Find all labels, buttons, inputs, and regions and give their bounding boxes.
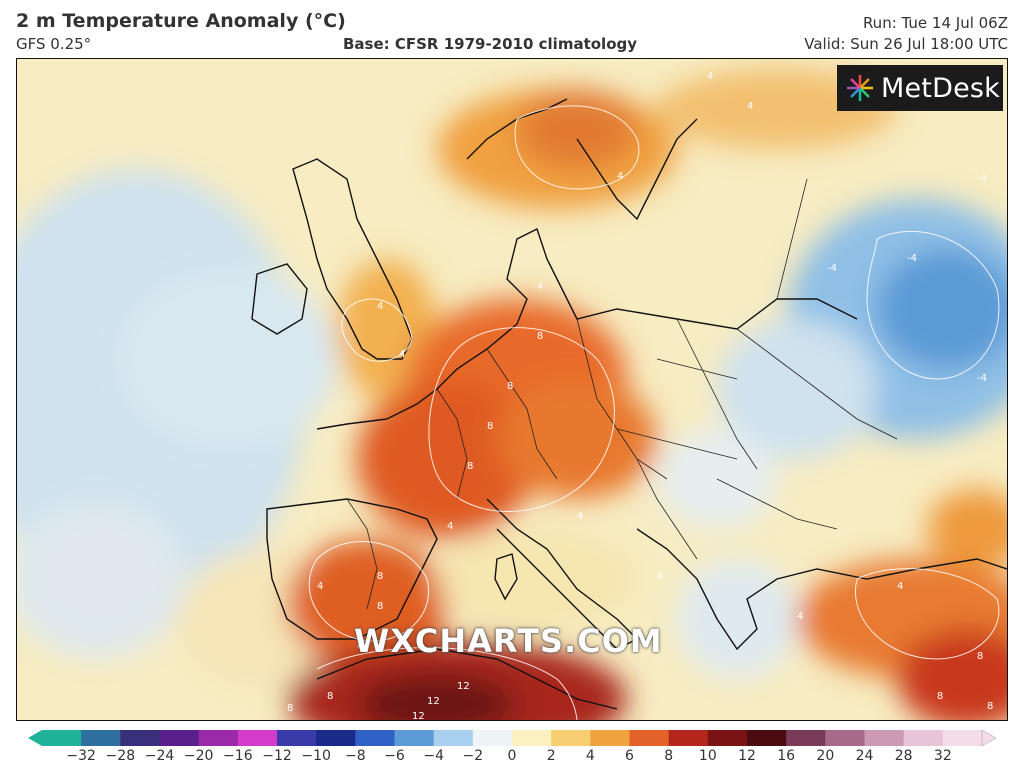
contour-label: 4 — [897, 581, 903, 592]
colorbar-tick-label: 10 — [698, 748, 717, 764]
colorbar — [28, 729, 996, 747]
colorbar-segment — [433, 730, 474, 746]
contour-label: 4 — [357, 641, 363, 652]
contour-label: 12 — [457, 681, 470, 692]
colorbar-tick-label: 4 — [585, 748, 595, 764]
colorbar-segment — [472, 730, 513, 746]
contour-label: 4 — [399, 349, 405, 360]
contour-label: 8 — [467, 461, 473, 472]
colorbar-tick-label: −20 — [183, 748, 214, 764]
colorbar-segment — [864, 730, 905, 746]
colorbar-tick-label: −16 — [223, 748, 253, 764]
colorbar-tick-label: 2 — [546, 748, 556, 764]
colorbar-tick-label: 8 — [664, 748, 674, 764]
colorbar-segment — [512, 730, 552, 746]
colorbar-tick-label: 6 — [625, 748, 634, 764]
contour-label: 4 — [747, 101, 753, 112]
colorbar-segment — [668, 730, 709, 746]
colorbar-tick-label: 32 — [933, 748, 952, 764]
contour-label: 8 — [937, 691, 943, 702]
contour-lines — [308, 105, 1000, 720]
metdesk-logo: MetDesk — [837, 65, 1003, 111]
colorbar-tick-label: −12 — [262, 748, 292, 764]
colorbar-left-arrow — [28, 730, 42, 746]
colorbar-segment — [198, 730, 239, 746]
colorbar-segment — [786, 730, 826, 746]
colorbar-segment — [81, 730, 121, 746]
chart-title: 2 m Temperature Anomaly (°C) — [16, 10, 346, 32]
contour-label: 4 — [617, 171, 623, 182]
anomaly-map: 4 4 4 4 4 4 4 4 8 8 8 8 8 8 8 8 4 4 4 4 … — [16, 58, 1008, 721]
colorbar-tick-label: −4 — [423, 748, 444, 764]
contour-label: 8 — [977, 651, 983, 662]
contour-label: 4 — [317, 581, 323, 592]
run-label: Run: Tue 14 Jul 06Z — [862, 14, 1008, 32]
colorbar-tick-label: −10 — [301, 748, 331, 764]
contour-label: 8 — [507, 381, 513, 392]
contour-label: -4 — [977, 173, 987, 184]
contour-label: 4 — [537, 281, 543, 292]
contour-label: 8 — [377, 601, 383, 612]
contour-label: 4 — [577, 511, 583, 522]
colorbar-tick-label: 16 — [777, 748, 796, 764]
colorbar-segment — [942, 730, 983, 746]
contour-label: 8 — [487, 421, 493, 432]
contour-label: 8 — [377, 571, 383, 582]
model-label: GFS 0.25° — [16, 35, 92, 53]
colorbar-right-arrow — [981, 729, 996, 747]
colorbar-ticks: −32 −28 −24 −20 −16 −12 −10 −8 −6 −4 −2 0 2 4 6 8 10 12 16… — [0, 748, 1024, 770]
contour-label: -4 — [907, 253, 917, 264]
contour-label: 12 — [412, 711, 425, 721]
contour-label: 4 — [377, 301, 383, 312]
colorbar-segment — [42, 730, 82, 746]
contour-label: 4 — [797, 611, 803, 622]
colorbar-segment — [159, 730, 200, 746]
colorbar-segment — [316, 730, 356, 746]
contour-label: 8 — [327, 691, 333, 702]
colorbar-segment — [747, 730, 787, 746]
colorbar-segment — [551, 730, 591, 746]
starburst-icon — [847, 75, 873, 101]
colorbar-tick-label: 12 — [738, 748, 756, 764]
logo-text: MetDesk — [881, 72, 1000, 104]
borders — [346, 178, 898, 610]
colorbar-tick-label: 20 — [816, 748, 835, 764]
colorbar-segment — [237, 730, 278, 746]
contour-label: -4 — [827, 263, 837, 274]
colorbar-tick-label: 28 — [894, 748, 913, 764]
colorbar-tick-label: −32 — [66, 748, 96, 764]
colorbar-tick-label: 24 — [855, 748, 874, 764]
contour-labels: 4 4 4 4 4 4 4 4 8 8 8 8 8 8 8 8 4 4 4 4 … — [287, 71, 993, 721]
contour-label: 8 — [287, 703, 293, 714]
colorbar-tick-label: −2 — [462, 748, 484, 764]
colorbar-segment — [277, 730, 317, 746]
colorbar-tick-label: −24 — [144, 748, 175, 764]
colorbar-tick-label: −28 — [105, 748, 136, 764]
contour-label: -4 — [977, 373, 987, 384]
contour-label: 8 — [537, 331, 543, 342]
colorbar-segment — [707, 730, 748, 746]
colorbar-segment — [120, 730, 160, 746]
colorbar-segment — [394, 730, 435, 746]
map-canvas: 4 4 4 4 4 4 4 4 8 8 8 8 8 8 8 8 4 4 4 4 … — [17, 59, 1007, 721]
anomaly-field — [17, 69, 1007, 720]
contour-label: 8 — [987, 701, 993, 712]
colorbar-segments — [42, 730, 983, 746]
colorbar-segment — [355, 730, 395, 746]
watermark: WXCHARTS.COM — [354, 622, 663, 660]
colorbar-segment — [629, 730, 670, 746]
base-label: Base: CFSR 1979-2010 climatology — [343, 35, 638, 53]
contour-label: 4 — [657, 571, 663, 582]
colorbar-tick-label: −8 — [345, 748, 366, 764]
colorbar-tick-label: −6 — [384, 748, 405, 764]
colorbar-tick-label: 0 — [507, 748, 517, 764]
valid-label: Valid: Sun 26 Jul 18:00 UTC — [804, 35, 1008, 53]
colorbar-segment — [903, 730, 944, 746]
colorbar-segment — [825, 730, 865, 746]
colorbar-segment — [590, 730, 630, 746]
contour-label: 4 — [447, 521, 453, 532]
contour-label: 4 — [707, 71, 713, 82]
contour-label: 12 — [427, 696, 440, 707]
